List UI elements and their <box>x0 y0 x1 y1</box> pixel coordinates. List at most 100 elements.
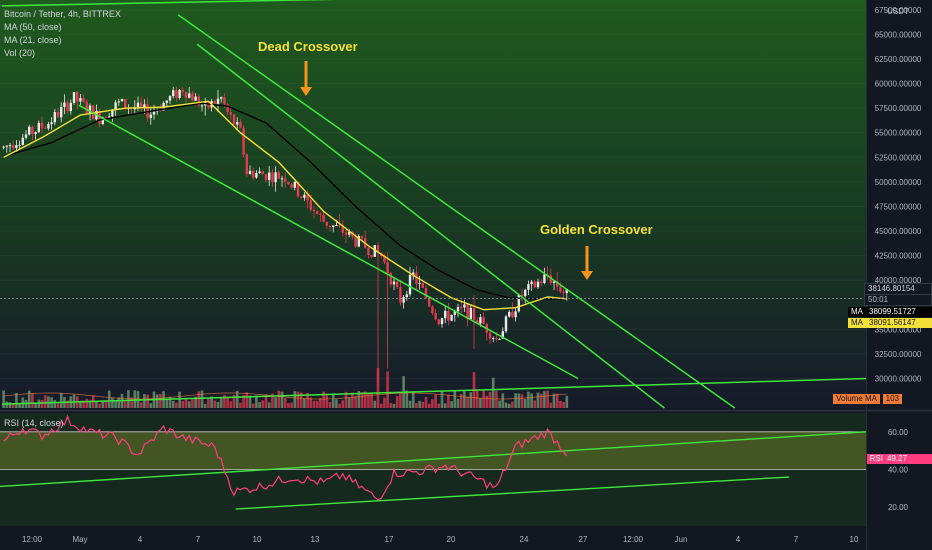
candle-body <box>149 114 152 118</box>
volume-bar <box>520 394 524 408</box>
volume-bar <box>15 392 18 408</box>
candle-body <box>466 304 469 319</box>
volume-bar <box>171 400 175 408</box>
price-tick-label: 55000.00000 <box>875 129 922 138</box>
candle-body <box>216 98 220 105</box>
candle-body <box>488 332 492 339</box>
candle-body <box>312 209 316 212</box>
candle-body <box>18 144 21 146</box>
candle-body <box>469 307 472 319</box>
time-tick-label: 27 <box>579 535 588 544</box>
volume-bar <box>424 396 428 408</box>
volume-bar <box>283 397 287 408</box>
volume-bar <box>335 399 338 408</box>
candle-body <box>565 288 568 293</box>
volume-bar <box>251 403 255 408</box>
volume-bar <box>117 397 121 408</box>
candle-body <box>200 105 204 107</box>
volume-legend[interactable]: Vol (20) <box>4 48 36 58</box>
volume-bar <box>101 401 105 408</box>
rsi-trendline-lower <box>235 476 790 510</box>
volume-ma-line <box>3 392 567 400</box>
trendline-top <box>1 0 339 7</box>
volume-bar <box>8 402 12 408</box>
volume-bar <box>255 395 258 408</box>
candle-body <box>28 126 31 135</box>
volume-bar <box>498 400 501 408</box>
candle-body <box>60 106 63 118</box>
candle-body <box>264 174 268 181</box>
candle-body <box>418 282 421 284</box>
ma50-legend[interactable]: MA (50, close) <box>4 22 62 32</box>
time-tick-label: Jun <box>675 535 688 544</box>
candle-body <box>437 319 440 325</box>
candle-body <box>15 145 18 149</box>
time-tick-label: 10 <box>253 535 262 544</box>
volume-bar <box>351 392 354 408</box>
candle-body <box>101 117 104 125</box>
volume-bar <box>408 400 412 408</box>
golden-crossover-arrow-head <box>581 271 593 280</box>
candle-body <box>120 98 124 102</box>
ma21-legend[interactable]: MA (21, close) <box>4 35 62 45</box>
volume-bar <box>495 390 498 408</box>
volume-bar <box>200 390 204 408</box>
candle-body <box>143 104 146 108</box>
price-tick-label: 52500.00000 <box>875 153 922 162</box>
price-tick-label: 40000.00000 <box>875 276 922 285</box>
candle-body <box>248 170 252 175</box>
candle-body <box>69 102 72 112</box>
candle-body <box>53 112 56 123</box>
volume-bar <box>271 393 274 408</box>
candle-body <box>226 104 229 113</box>
volume-bar <box>27 390 31 408</box>
price-pane[interactable] <box>0 0 866 408</box>
candle-body <box>165 100 168 103</box>
volume-bar <box>536 392 540 408</box>
volume-bar <box>488 392 492 408</box>
candle-body <box>175 90 178 98</box>
candle-body <box>296 181 300 197</box>
candle-body <box>181 89 184 92</box>
volume-bar <box>539 393 543 408</box>
candle-body <box>376 245 380 253</box>
candle-body <box>220 97 223 99</box>
candle-body <box>79 98 82 102</box>
candle-body <box>498 338 501 340</box>
candle-body <box>556 281 559 287</box>
volume-bar <box>187 401 191 408</box>
volume-bar <box>543 391 546 408</box>
volume-bar <box>511 401 514 408</box>
volume-bar <box>213 400 217 408</box>
candle-body <box>386 262 389 274</box>
rsi-legend[interactable]: RSI (14, close) <box>4 418 64 428</box>
candle-body <box>37 122 40 132</box>
candle-body <box>232 114 236 125</box>
volume-bar <box>447 394 450 408</box>
volume-bar <box>261 400 265 408</box>
candle-body <box>540 281 543 283</box>
volume-bar <box>386 371 389 408</box>
dead-crossover-annotation: Dead Crossover <box>258 39 358 54</box>
candle-body <box>460 307 463 309</box>
price-tick-label: 47500.00000 <box>875 202 922 211</box>
price-tick-label: 35000.00000 <box>875 325 922 334</box>
candle-body <box>194 96 197 101</box>
volume-bar <box>104 400 108 408</box>
candle-body <box>501 331 504 339</box>
candle-body <box>319 213 322 215</box>
time-tick-label: 4 <box>736 535 741 544</box>
ma21-tag: MA <box>848 318 866 328</box>
candle-body <box>424 287 428 299</box>
candle-body <box>549 275 552 283</box>
volume-bar <box>437 403 441 408</box>
volume-bar <box>533 400 537 408</box>
volume-bar <box>466 396 469 408</box>
volume-bar <box>5 401 9 408</box>
candle-body <box>277 172 280 179</box>
time-tick-label: 10 <box>850 535 859 544</box>
volume-bar <box>367 392 370 408</box>
candle-body <box>357 236 360 247</box>
